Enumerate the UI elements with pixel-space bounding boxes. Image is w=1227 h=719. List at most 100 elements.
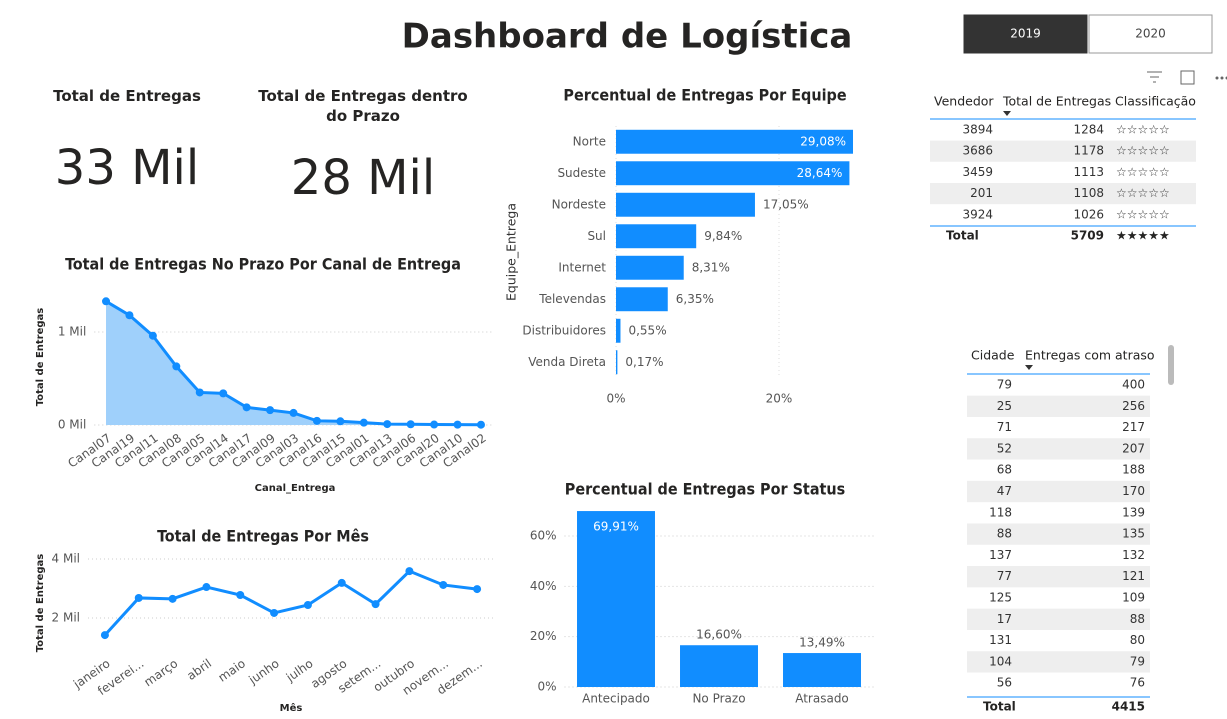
table-cell: 52 bbox=[997, 441, 1012, 455]
point bbox=[202, 583, 211, 592]
data-label: 17,05% bbox=[763, 197, 809, 211]
table-cell: 256 bbox=[1122, 399, 1145, 413]
column-header[interactable]: Cidade bbox=[971, 348, 1015, 363]
row-stripe bbox=[967, 608, 1150, 630]
y-tick-label: 40% bbox=[530, 579, 557, 593]
table-cell: 125 bbox=[989, 591, 1012, 605]
y-axis-label: Equipe_Entrega bbox=[504, 203, 519, 301]
column-header[interactable]: Total de Entregas bbox=[1002, 94, 1111, 109]
table-cell: 131 bbox=[989, 633, 1012, 647]
bar bbox=[783, 653, 861, 687]
table-cell: 132 bbox=[1122, 548, 1145, 562]
x-tick-label: abril bbox=[184, 656, 214, 683]
table-cell: 207 bbox=[1122, 441, 1145, 455]
total-cell: Total bbox=[946, 229, 979, 243]
x-axis-label: Mês bbox=[280, 702, 303, 714]
line bbox=[103, 569, 478, 637]
table-cell: 56 bbox=[997, 676, 1012, 690]
y-tick-label: Distribuidores bbox=[522, 323, 606, 337]
bar bbox=[616, 350, 618, 375]
card-value: 33 Mil bbox=[54, 140, 200, 196]
point bbox=[195, 388, 204, 397]
y-tick-label: Sul bbox=[587, 229, 606, 243]
column-header[interactable]: Classificação bbox=[1115, 94, 1196, 109]
point bbox=[100, 631, 109, 640]
y-tick-label: 60% bbox=[530, 529, 557, 543]
x-axis-label: Canal_Entrega bbox=[255, 483, 336, 494]
data-label: 0,55% bbox=[628, 323, 666, 337]
bar bbox=[616, 318, 621, 343]
point bbox=[337, 578, 346, 587]
x-tick-label: No Prazo bbox=[692, 692, 745, 706]
total-cell: 5709 bbox=[1071, 229, 1104, 243]
table-cell: 71 bbox=[997, 420, 1012, 434]
chart-title: Percentual de Entregas Por Status bbox=[565, 480, 845, 499]
x-tick-label: 20% bbox=[766, 392, 793, 406]
row-stripe bbox=[967, 566, 1150, 588]
y-tick-label: 1 Mil bbox=[58, 325, 86, 339]
point bbox=[303, 601, 312, 610]
table-cell: 118 bbox=[989, 505, 1012, 519]
bar bbox=[616, 224, 697, 249]
point bbox=[383, 420, 392, 429]
column-header[interactable]: Vendedor bbox=[934, 94, 994, 109]
bar bbox=[616, 255, 684, 280]
row-stripe bbox=[930, 183, 1196, 205]
y-tick-label: 4 Mil bbox=[52, 552, 80, 566]
point bbox=[172, 362, 181, 371]
point bbox=[453, 420, 462, 429]
scrollbar[interactable] bbox=[1168, 345, 1174, 385]
table-cell: 79 bbox=[997, 378, 1012, 392]
table-cell: ☆☆☆☆☆ bbox=[1116, 207, 1170, 221]
slicer-button[interactable] bbox=[963, 14, 1088, 54]
table-cell: 68 bbox=[997, 463, 1012, 477]
data-label: 29,08% bbox=[800, 134, 846, 148]
table-cell: 217 bbox=[1122, 420, 1145, 434]
table-cell: 3924 bbox=[962, 207, 993, 221]
slicer-button[interactable] bbox=[1088, 14, 1213, 54]
data-label: 13,49% bbox=[799, 636, 845, 650]
card-title: Total de Entregas bbox=[53, 87, 201, 105]
y-tick-label: Venda Direta bbox=[528, 355, 606, 369]
y-tick-label: Televendas bbox=[538, 292, 606, 306]
row-stripe bbox=[967, 395, 1150, 417]
row-stripe bbox=[967, 651, 1150, 673]
table-cell: 139 bbox=[1122, 505, 1145, 519]
dashboard-title: Dashboard de Logística bbox=[402, 17, 853, 57]
data-label: 0,17% bbox=[625, 355, 663, 369]
table-cell: 188 bbox=[1122, 463, 1145, 477]
data-label: 28,64% bbox=[797, 166, 843, 180]
bar bbox=[616, 161, 850, 186]
y-tick-label: Sudeste bbox=[557, 166, 606, 180]
table-cell: 3686 bbox=[962, 144, 993, 158]
table-cell: 47 bbox=[997, 484, 1012, 498]
data-label: 16,60% bbox=[696, 628, 742, 642]
y-tick-label: 0% bbox=[537, 680, 556, 694]
table-cell: ☆☆☆☆☆ bbox=[1116, 186, 1170, 200]
table-cell: ☆☆☆☆☆ bbox=[1116, 123, 1170, 137]
point bbox=[236, 590, 245, 599]
table-cell: 121 bbox=[1122, 569, 1145, 583]
table-cell: 1026 bbox=[1073, 207, 1104, 221]
table-cell: 17 bbox=[997, 612, 1012, 626]
point bbox=[242, 403, 251, 412]
point bbox=[405, 567, 414, 576]
point bbox=[359, 418, 368, 427]
point bbox=[102, 297, 111, 306]
table-cell: 170 bbox=[1122, 484, 1145, 498]
sort-arrow bbox=[1025, 365, 1033, 370]
y-tick-label: Norte bbox=[573, 134, 606, 148]
table-cell: 400 bbox=[1122, 378, 1145, 392]
slicer-label: 2019 bbox=[1010, 27, 1041, 41]
point bbox=[270, 608, 279, 617]
point bbox=[371, 600, 380, 609]
row-stripe bbox=[930, 140, 1196, 162]
bar bbox=[680, 645, 758, 687]
x-tick-label: Antecipado bbox=[582, 692, 650, 706]
column-header[interactable]: Entregas com atraso bbox=[1025, 348, 1155, 363]
table-cell: 25 bbox=[997, 399, 1012, 413]
bar bbox=[616, 192, 755, 217]
point bbox=[312, 416, 321, 425]
table-cell: ☆☆☆☆☆ bbox=[1116, 144, 1170, 158]
